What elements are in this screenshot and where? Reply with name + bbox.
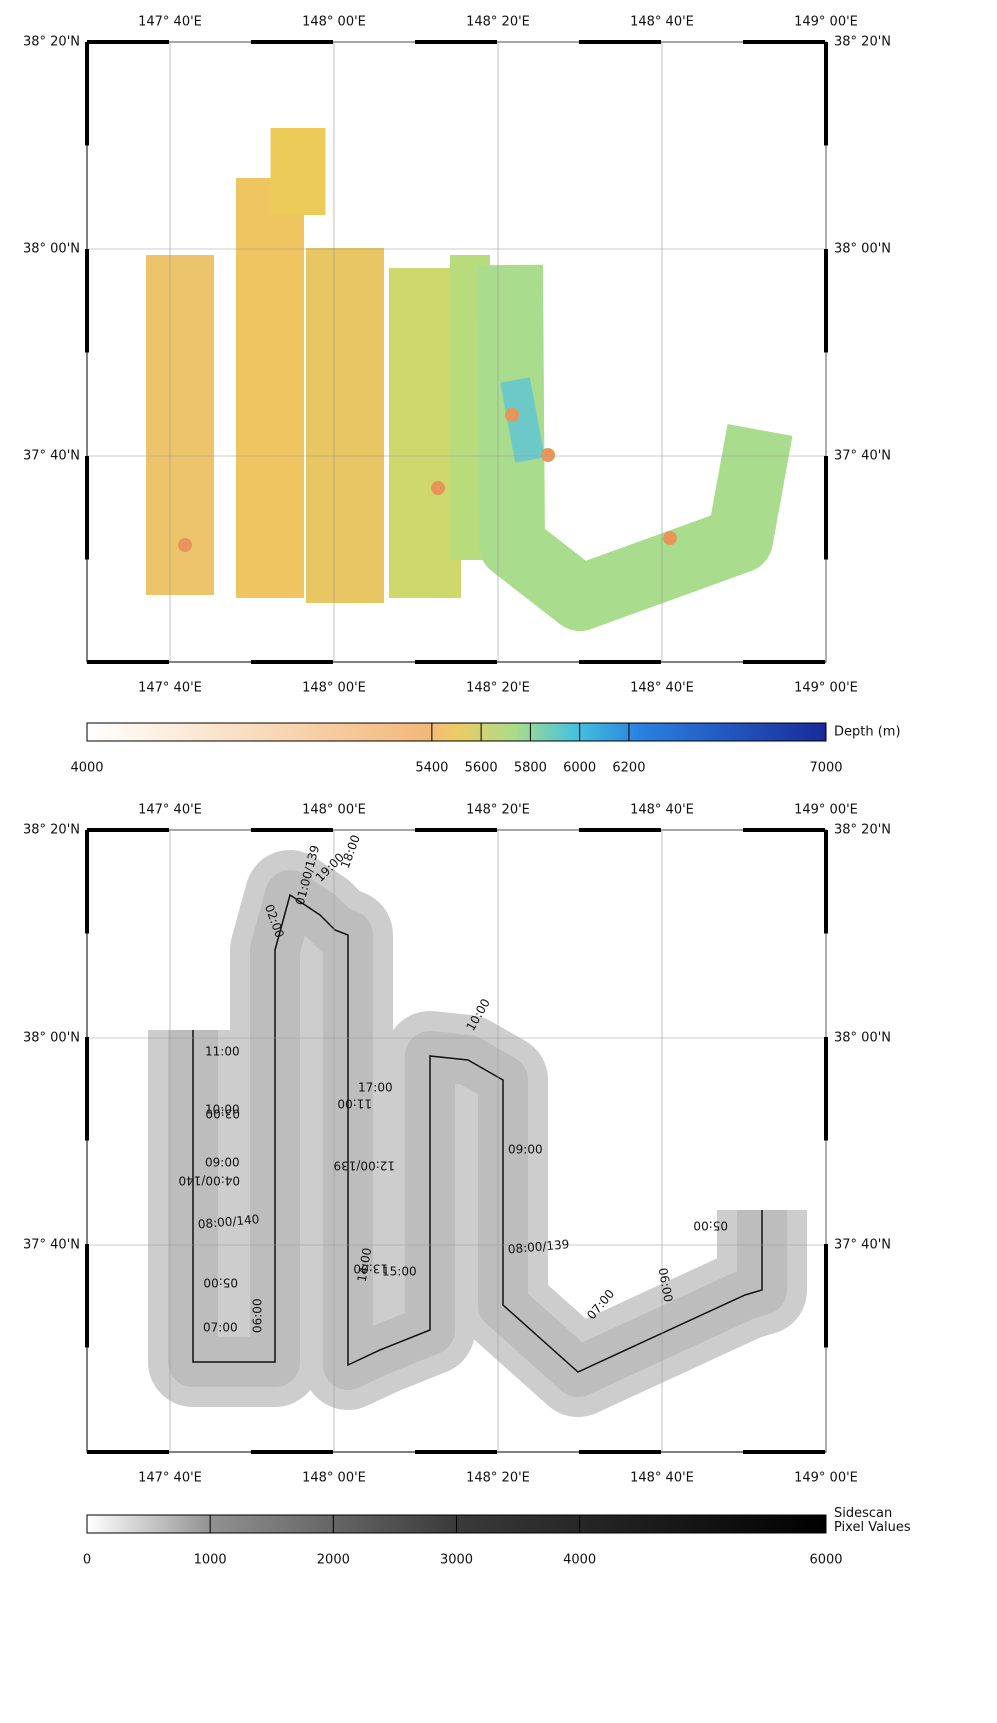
lon-label: 148° 40'E	[630, 15, 694, 30]
track-label: 09:00	[205, 1156, 240, 1170]
colorbar	[87, 723, 826, 741]
track-label: 11:00	[205, 1045, 240, 1059]
lon-label: 148° 00'E	[302, 803, 366, 818]
lon-label: 148° 20'E	[466, 803, 530, 818]
lon-label: 148° 40'E	[630, 803, 694, 818]
track-label: 07:00	[203, 1321, 238, 1335]
track-label: 12:00/139	[333, 1159, 395, 1173]
colorbar-tick-label: 7000	[809, 761, 842, 776]
lat-label: 38° 00'N	[834, 242, 891, 257]
seamount	[541, 448, 555, 462]
track-label: 05:00	[203, 1276, 238, 1290]
lat-label: 38° 00'N	[23, 1031, 80, 1046]
colorbar-tick-label: 2000	[317, 1553, 350, 1568]
colorbar-title-line: Sidescan	[834, 1506, 892, 1521]
track-label: 03:00	[205, 1107, 240, 1121]
lon-label: 148° 40'E	[630, 1471, 694, 1486]
lon-label: 149° 00'E	[794, 15, 858, 30]
track-label: 09:00	[508, 1143, 543, 1157]
lat-label: 37° 40'N	[834, 1238, 891, 1253]
lon-label: 148° 20'E	[466, 15, 530, 30]
seamount	[431, 481, 445, 495]
lon-label: 148° 00'E	[302, 681, 366, 696]
lon-label: 147° 40'E	[138, 803, 202, 818]
lat-label: 38° 00'N	[834, 1031, 891, 1046]
track-label: 15:00	[382, 1265, 417, 1279]
colorbar-tick-label: 5400	[415, 761, 448, 776]
lon-label: 149° 00'E	[794, 681, 858, 696]
track-label: 06:00	[251, 1298, 265, 1333]
colorbar-title-line: Pixel Values	[834, 1520, 911, 1535]
track-label: 17:00	[358, 1081, 393, 1095]
lon-label: 149° 00'E	[794, 1471, 858, 1486]
lat-label: 38° 20'N	[23, 823, 80, 838]
lon-label: 147° 40'E	[138, 1471, 202, 1486]
track-label: 11:00	[337, 1097, 372, 1111]
lat-label: 37° 40'N	[23, 1238, 80, 1253]
swath	[510, 265, 760, 598]
colorbar-tick-label: 6000	[563, 761, 596, 776]
colorbar-tick-label: 5800	[514, 761, 547, 776]
lat-label: 38° 20'N	[834, 823, 891, 838]
lat-label: 37° 40'N	[23, 449, 80, 464]
lon-label: 149° 00'E	[794, 803, 858, 818]
figure: 147° 40'E 147° 40'E 148° 00'E 148° 00'E 148°…	[0, 0, 997, 1719]
seamount	[178, 538, 192, 552]
lat-label: 37° 40'N	[834, 449, 891, 464]
lat-label: 38° 00'N	[23, 242, 80, 257]
swath	[515, 380, 530, 460]
colorbar-tick-label: 5600	[465, 761, 498, 776]
lon-label: 148° 20'E	[466, 1471, 530, 1486]
colorbar-tick-label: 4000	[563, 1553, 596, 1568]
colorbar-tick-label: 6200	[612, 761, 645, 776]
seamount	[505, 408, 519, 422]
colorbar-tick-label: 4000	[70, 761, 103, 776]
track-label: 04:00/140	[178, 1174, 240, 1188]
lon-label: 148° 00'E	[302, 1471, 366, 1486]
colorbar-tick-label: 3000	[440, 1553, 473, 1568]
lon-label: 148° 40'E	[630, 681, 694, 696]
colorbar-tick-label: 0	[83, 1553, 91, 1568]
seamount	[663, 531, 677, 545]
colorbar-title: Depth (m)	[834, 725, 901, 740]
lat-label: 38° 20'N	[23, 35, 80, 50]
track-label: 18:00	[338, 833, 363, 870]
track-label: 05:00	[693, 1219, 728, 1233]
lon-label: 148° 20'E	[466, 681, 530, 696]
lon-label: 147° 40'E	[138, 681, 202, 696]
colorbar-tick-label: 6000	[809, 1553, 842, 1568]
lon-label: 147° 40'E	[138, 15, 202, 30]
lon-label: 148° 00'E	[302, 15, 366, 30]
colorbar-tick-label: 1000	[194, 1553, 227, 1568]
lat-label: 38° 20'N	[834, 35, 891, 50]
page: 147° 40'E 147° 40'E 148° 00'E 148° 00'E 148°…	[0, 0, 997, 1723]
